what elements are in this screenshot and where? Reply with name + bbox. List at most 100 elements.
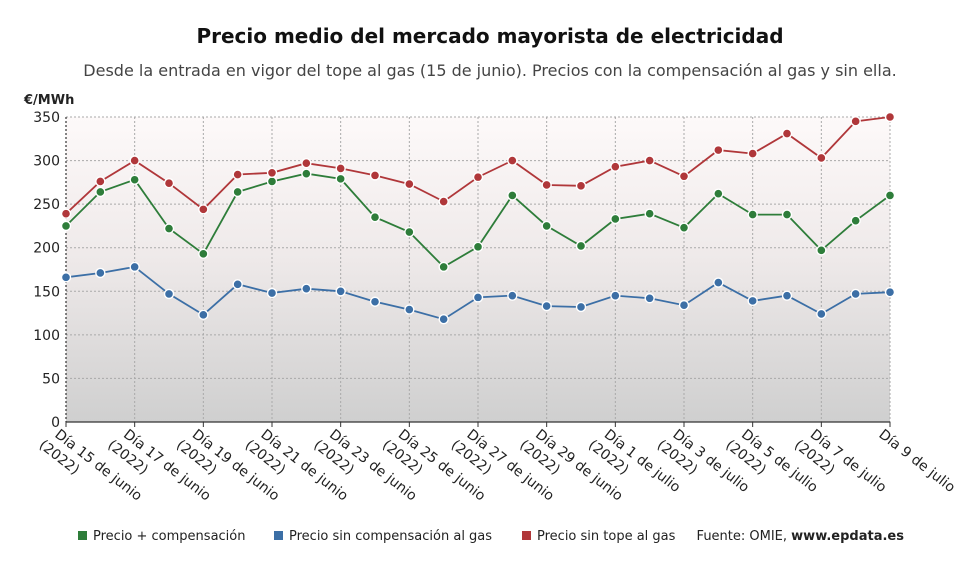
data-point (541, 220, 552, 232)
data-point (198, 248, 209, 260)
legend-swatch (78, 531, 87, 540)
data-point (472, 241, 484, 253)
data-point (507, 290, 518, 301)
data-point (884, 190, 896, 201)
data-point (198, 204, 209, 215)
data-point (232, 169, 243, 180)
data-point (163, 178, 175, 189)
data-point (60, 220, 72, 232)
y-tick-label: 0 (51, 415, 60, 431)
data-point (713, 188, 724, 199)
data-point (507, 155, 518, 166)
data-point (610, 161, 621, 172)
data-point (266, 176, 278, 187)
legend-swatch (274, 531, 283, 540)
data-point (850, 215, 861, 226)
data-point (884, 111, 896, 123)
y-tick-label: 250 (33, 197, 60, 213)
source-link[interactable]: www.epdata.es (791, 529, 904, 544)
legend-item-precio-sin-tope[interactable]: Precio sin tope al gas (522, 529, 675, 544)
data-point (95, 186, 106, 198)
data-point (541, 179, 552, 191)
data-point (438, 261, 449, 273)
data-point (163, 223, 175, 234)
data-point (232, 279, 243, 290)
legend-label: Precio sin compensación al gas (289, 529, 493, 544)
data-point (747, 295, 758, 307)
data-point (713, 277, 724, 288)
data-point (850, 116, 861, 127)
x-tick-label: Día 5 de julio(2022) (722, 423, 820, 510)
data-point (678, 300, 690, 311)
data-point (850, 288, 861, 300)
data-point (816, 245, 827, 256)
data-point (644, 155, 655, 166)
data-point (575, 240, 587, 252)
source-credit: Fuente: OMIE, www.epdata.es (697, 529, 904, 544)
y-tick-label: 50 (42, 371, 60, 387)
legend-label: Precio sin tope al gas (537, 529, 676, 544)
data-point (610, 290, 621, 301)
data-point (644, 293, 655, 304)
data-point (541, 300, 552, 312)
data-point (816, 308, 827, 320)
data-point (781, 209, 793, 220)
x-axis: Día 15 de junio(2022) Día 17 de junio(202… (36, 421, 958, 510)
x-tick-label: Día 9 de julio (876, 427, 958, 496)
chart-subtitle: Desde la entrada en vigor del tope al ga… (83, 61, 897, 80)
y-tick-label: 300 (33, 154, 60, 170)
legend: Precio + compensación Precio sin compens… (78, 529, 938, 549)
y-tick-label: 100 (33, 328, 60, 344)
data-point (60, 208, 72, 219)
x-tick-label: Día 7 de julio(2022) (791, 423, 889, 510)
data-point (472, 292, 484, 303)
data-point (404, 178, 415, 190)
data-point (404, 304, 415, 315)
data-point (610, 213, 621, 225)
data-point (369, 212, 381, 223)
data-point (266, 287, 278, 299)
data-point (507, 190, 518, 201)
data-point (335, 163, 346, 174)
legend-swatch (522, 531, 531, 540)
y-tick-label: 200 (33, 241, 60, 257)
y-unit-label: €/MWh (23, 93, 74, 108)
data-point (129, 174, 140, 185)
series-group (60, 111, 896, 325)
data-point (266, 167, 278, 178)
data-point (60, 272, 72, 283)
x-tick-label: Día 3 de julio(2022) (654, 423, 752, 510)
line-chart: 0 50 100 150 200 250 300 350 €/MWh Día 15 de jun… (23, 93, 958, 510)
data-point (163, 288, 175, 300)
data-point (747, 209, 758, 220)
data-point (301, 168, 312, 179)
data-point (438, 313, 449, 325)
legend-label: Precio + compensación (93, 529, 246, 544)
data-point (369, 170, 381, 181)
y-axis: 0 50 100 150 200 250 300 350 €/MWh (23, 93, 74, 431)
legend-item-precio-compensacion[interactable]: Precio + compensación (78, 529, 245, 544)
data-point (95, 176, 106, 187)
x-tick-label-line: Día 9 de julio (876, 427, 958, 496)
data-point (335, 173, 346, 185)
data-point (747, 148, 758, 159)
y-tick-label: 350 (33, 110, 60, 126)
data-point (644, 208, 655, 219)
source-label: Fuente: OMIE, (696, 529, 788, 544)
data-point (301, 157, 312, 169)
data-point (884, 286, 896, 298)
data-point (301, 283, 312, 294)
data-point (781, 128, 793, 139)
data-point (438, 196, 449, 207)
legend-item-precio-sin-compensacion[interactable]: Precio sin compensación al gas (274, 529, 492, 544)
data-point (369, 296, 381, 307)
data-point (95, 267, 106, 279)
data-point (198, 309, 209, 321)
data-point (713, 144, 724, 156)
data-point (472, 171, 484, 183)
chart-title: Precio medio del mercado mayorista de el… (196, 24, 784, 48)
data-point (678, 222, 690, 233)
data-point (816, 152, 827, 164)
data-point (335, 286, 346, 297)
data-point (129, 261, 140, 273)
